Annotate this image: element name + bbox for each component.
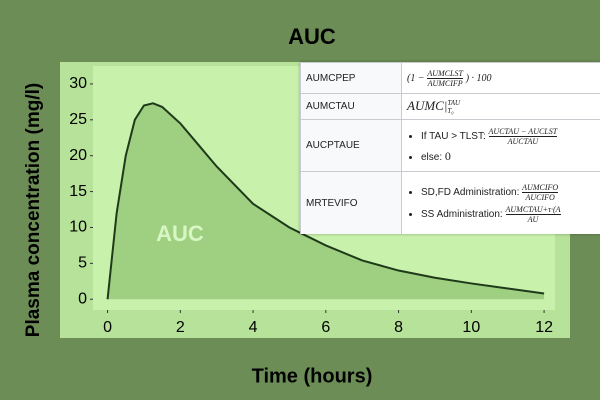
- x-tick-label: 12: [535, 319, 553, 336]
- text: SD,FD Administration:: [421, 186, 520, 198]
- fraction: AUMCTAU+τ·(A AU: [505, 204, 561, 224]
- text: SS Administration:: [421, 208, 503, 220]
- cell: AUMCPEP: [300, 62, 402, 94]
- x-tick-label: 10: [462, 319, 480, 336]
- y-tick-label: 30: [69, 75, 87, 92]
- cell: AUMC| TAU T₀: [401, 93, 600, 120]
- superscript: TAU: [447, 99, 461, 108]
- denominator: AU: [527, 214, 539, 224]
- numerator: AUMCIFO: [522, 182, 559, 193]
- text: else:: [421, 152, 443, 163]
- cell: AUCPTAUE: [300, 119, 402, 172]
- y-tick-label: 0: [78, 290, 87, 307]
- denominator: AUCIFO: [525, 192, 555, 202]
- y-tick-label: 5: [78, 255, 87, 272]
- overlay-table: AUMCPEP (1 − AUMCLST AUMCIFP ) · 100 AUMC…: [300, 62, 600, 234]
- y-tick-label: 15: [69, 183, 87, 200]
- y-tick-label: 20: [69, 147, 87, 164]
- y-axis-label: Plasma concentration (mg/l): [23, 83, 44, 337]
- denominator: AUMCIFP: [427, 78, 463, 88]
- numerator: AUCTAU − AUCLST: [488, 127, 558, 137]
- text: If TAU > TLST:: [421, 131, 486, 143]
- limits: TAU T₀: [447, 99, 460, 115]
- formula: (1 −: [407, 72, 425, 84]
- area: [107, 103, 545, 300]
- table: AUMCPEP (1 − AUMCLST AUMCIFP ) · 100 AUMC…: [300, 62, 600, 234]
- x-tick-label: 2: [176, 319, 185, 336]
- fraction: AUCTAU − AUCLST AUCTAU: [488, 127, 558, 146]
- cell: MRTEVIFO: [300, 171, 402, 234]
- value: 0: [444, 149, 451, 163]
- subscript: T₀: [447, 107, 454, 116]
- x-tick-label: 6: [321, 319, 330, 336]
- line: [106, 102, 545, 300]
- numerator: AUMCLST: [427, 68, 463, 79]
- x-tick-label: 4: [249, 319, 258, 336]
- x-tick-label: 0: [103, 319, 112, 336]
- cell: (1 − AUMCLST AUMCIFP ) · 100: [401, 62, 600, 94]
- fraction: AUMCIFO AUCIFO: [522, 182, 559, 202]
- formula: ) · 100: [465, 72, 492, 84]
- x-axis-label: Time (hours): [252, 365, 373, 387]
- chart-title: AUC: [288, 24, 336, 49]
- denominator: AUCTAU: [507, 137, 539, 146]
- numerator: AUMCTAU+τ·(A: [505, 204, 561, 215]
- list-item: else: 0: [421, 149, 600, 164]
- cell: AUMCTAU: [300, 93, 402, 120]
- x-tick-label: 8: [394, 319, 403, 336]
- list-item: SS Administration: AUMCTAU+τ·(AAU: [421, 205, 600, 224]
- y-tick-label: 10: [69, 219, 87, 236]
- formula: AUMC|: [407, 97, 448, 113]
- y-tick-label: 25: [69, 111, 87, 128]
- annotation: AUC: [156, 221, 204, 246]
- fraction: AUMCLST AUMCIFP: [427, 69, 463, 88]
